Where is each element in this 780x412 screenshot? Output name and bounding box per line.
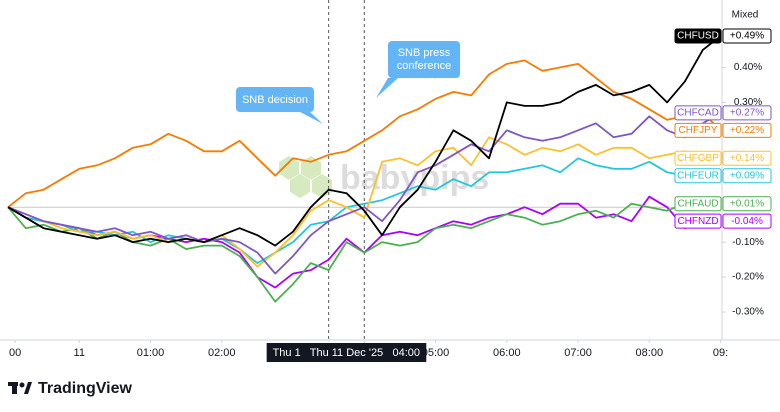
- y-tick-label: 0.30%: [734, 97, 762, 108]
- series-name: CHFCAD: [677, 107, 719, 118]
- series-line: [7, 199, 721, 303]
- crosshair-label-band: [266, 343, 427, 362]
- x-tick-label: 01:00: [137, 347, 165, 359]
- value-label: +0.09%: [730, 170, 764, 181]
- brand-logo: TradingView: [8, 380, 133, 397]
- watermark-hex: [290, 174, 310, 198]
- plot-area: 0.40% 0.30% -0.10% -0.20% -0.30% 00 11 01:00 02:…: [0, 0, 780, 362]
- x-tick-label: 00: [9, 347, 21, 359]
- crosshair-label: Thu 11 Dec '25: [310, 347, 383, 359]
- series-name-box: [674, 213, 722, 229]
- value-label: +0.14%: [730, 153, 764, 164]
- crosshair-label: Thu 1: [273, 347, 301, 359]
- x-tick-label: 05:00: [422, 347, 450, 359]
- series-name-box: [674, 168, 722, 184]
- series-line: [7, 112, 722, 275]
- value-label-box: [722, 28, 772, 44]
- value-label-box: [722, 196, 772, 212]
- value-label: -0.04%: [731, 216, 763, 227]
- x-tick-label: 11: [74, 347, 85, 359]
- y-tick-label: -0.30%: [732, 307, 764, 318]
- series-name-box: [674, 105, 722, 121]
- x-tick-label: 04:00: [393, 347, 421, 359]
- x-tick-label: 07:00: [564, 347, 592, 359]
- annotation: SNB decision: [236, 87, 323, 124]
- watermark-hex: [301, 156, 321, 180]
- series-name: CHFAUD: [677, 198, 718, 209]
- annotation-box: [388, 41, 460, 78]
- annotation-text: conference: [397, 60, 451, 72]
- scale-mode: Mixed: [732, 10, 759, 21]
- series-name: CHFJPY: [679, 125, 718, 136]
- brand-text: TradingView: [38, 380, 133, 397]
- series-line: [7, 35, 722, 247]
- y-tick-label: -0.10%: [732, 237, 764, 248]
- x-tick-label: 09:: [713, 347, 728, 359]
- value-label-box: [722, 150, 772, 166]
- value-label-box: [722, 213, 772, 229]
- value-label: +0.27%: [730, 107, 764, 118]
- annotation-pointer: [300, 112, 323, 124]
- x-tick-label: 08:00: [636, 347, 664, 359]
- value-label-box: [722, 105, 772, 121]
- logo-part: [24, 382, 32, 394]
- series-line: [7, 59, 722, 208]
- annotation-text: SNB press: [398, 47, 451, 59]
- series-name: CHFUSD: [677, 31, 719, 42]
- y-tick-label: -0.20%: [732, 272, 764, 283]
- value-label-box: [722, 168, 772, 184]
- series-name-box: [674, 196, 722, 212]
- series-name: CHFGBP: [677, 153, 719, 164]
- annotation: SNB press conference: [376, 41, 460, 98]
- x-tick-label: 02:00: [208, 347, 236, 359]
- series-name-box: [674, 28, 722, 44]
- annotation-text: SNB decision: [242, 94, 308, 106]
- series-line: [7, 136, 721, 268]
- series-name-box: [674, 150, 722, 166]
- annotation-pointer: [376, 78, 398, 98]
- value-label: +0.49%: [730, 31, 764, 42]
- value-label: +0.01%: [730, 198, 764, 209]
- annotation-box: [236, 87, 314, 112]
- logo-part: [19, 382, 25, 388]
- x-tick-label: 06:00: [493, 347, 521, 359]
- watermark-hex: [279, 156, 299, 180]
- series-name-box: [674, 122, 722, 138]
- series-name: CHFNZD: [677, 216, 718, 227]
- value-label: +0.22%: [730, 125, 764, 136]
- series-name: CHFEUR: [677, 170, 719, 181]
- value-label-box: [722, 122, 772, 138]
- logo-part: [12, 382, 17, 394]
- y-tick-label: 0.40%: [734, 62, 762, 73]
